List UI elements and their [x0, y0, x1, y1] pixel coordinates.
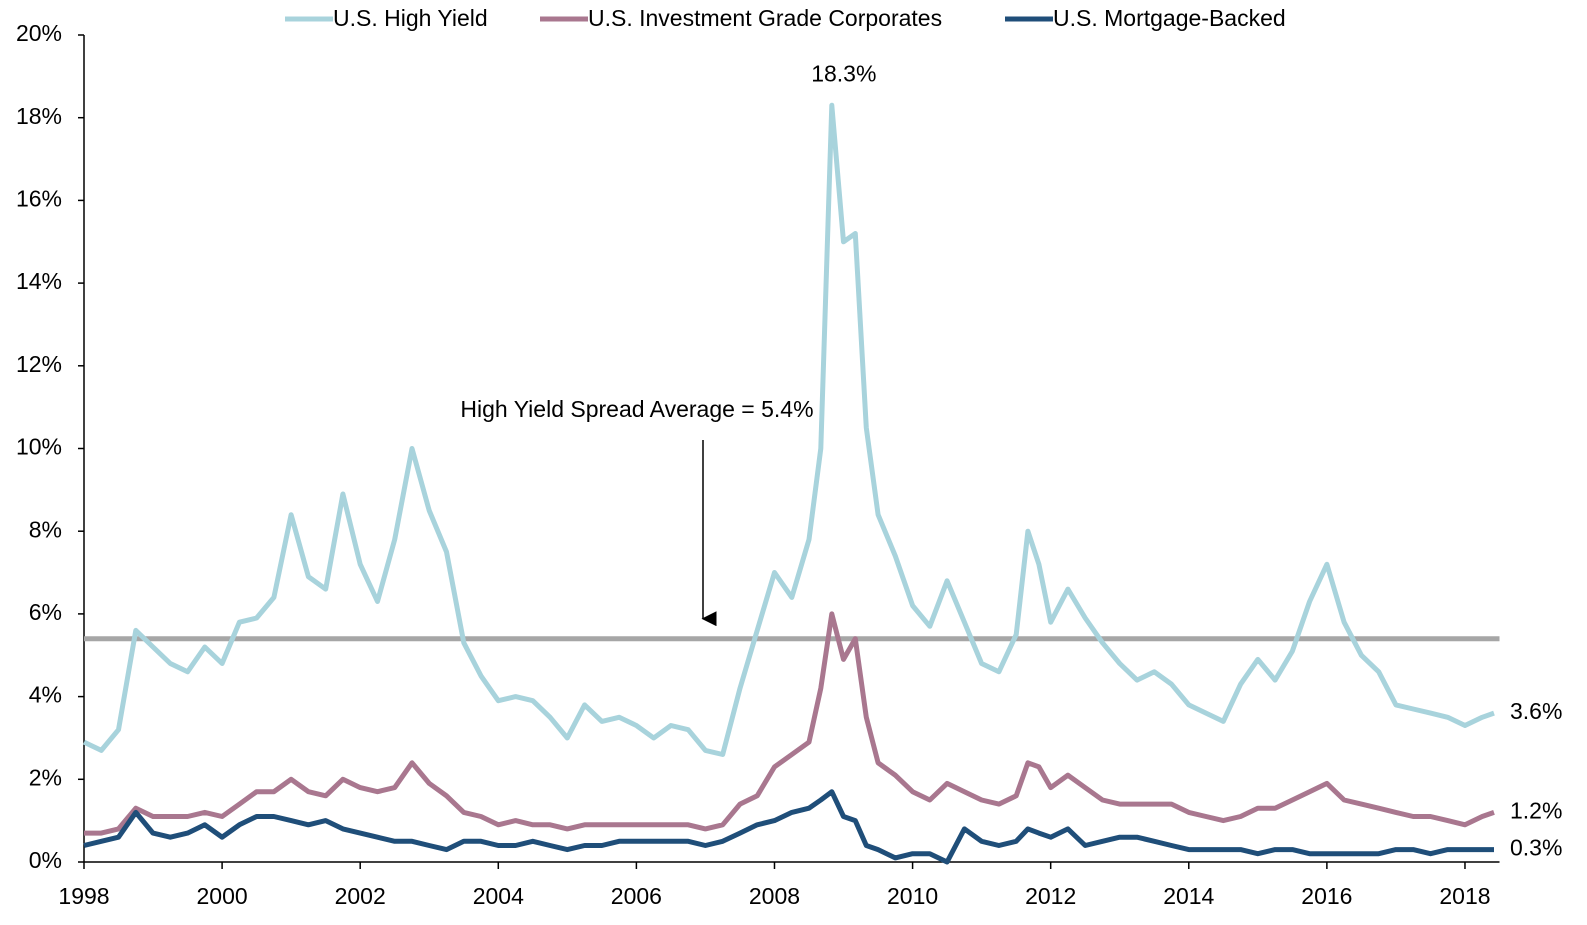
y-tick-label: 8% [29, 516, 62, 542]
x-tick-label: 2000 [197, 883, 248, 909]
series-line [83, 789, 1494, 865]
x-tick-label: 2010 [887, 883, 938, 909]
x-tick-label: 2008 [749, 883, 800, 909]
legend-label: U.S. High Yield [333, 5, 488, 31]
x-tick-label: 2002 [335, 883, 386, 909]
legend-label: U.S. Investment Grade Corporates [588, 5, 942, 31]
series-line [82, 102, 1495, 757]
x-tick-label: 2004 [473, 883, 524, 909]
y-tick-label: 12% [16, 351, 62, 377]
y-tick-label: 18% [16, 103, 62, 129]
y-tick-label: 0% [29, 847, 62, 873]
end-label: 3.6% [1510, 698, 1562, 724]
end-label: 0.3% [1510, 835, 1562, 861]
peak-label: 18.3% [811, 60, 876, 86]
x-tick-label: 2012 [1025, 883, 1076, 909]
x-tick-label: 1998 [58, 883, 109, 909]
legend-label: U.S. Mortgage-Backed [1053, 5, 1286, 31]
y-tick-label: 4% [29, 682, 62, 708]
y-tick-label: 10% [16, 434, 62, 460]
x-tick-label: 2014 [1163, 883, 1214, 909]
y-tick-label: 6% [29, 599, 62, 625]
average-label: High Yield Spread Average = 5.4% [460, 396, 813, 422]
x-tick-label: 2006 [611, 883, 662, 909]
y-tick-label: 16% [16, 185, 62, 211]
y-tick-label: 2% [29, 764, 62, 790]
series-line [84, 611, 1495, 836]
x-tick-label: 2018 [1439, 883, 1490, 909]
y-tick-label: 20% [16, 20, 62, 46]
y-tick-label: 14% [16, 268, 62, 294]
end-label: 1.2% [1510, 797, 1562, 823]
x-tick-label: 2016 [1301, 883, 1352, 909]
